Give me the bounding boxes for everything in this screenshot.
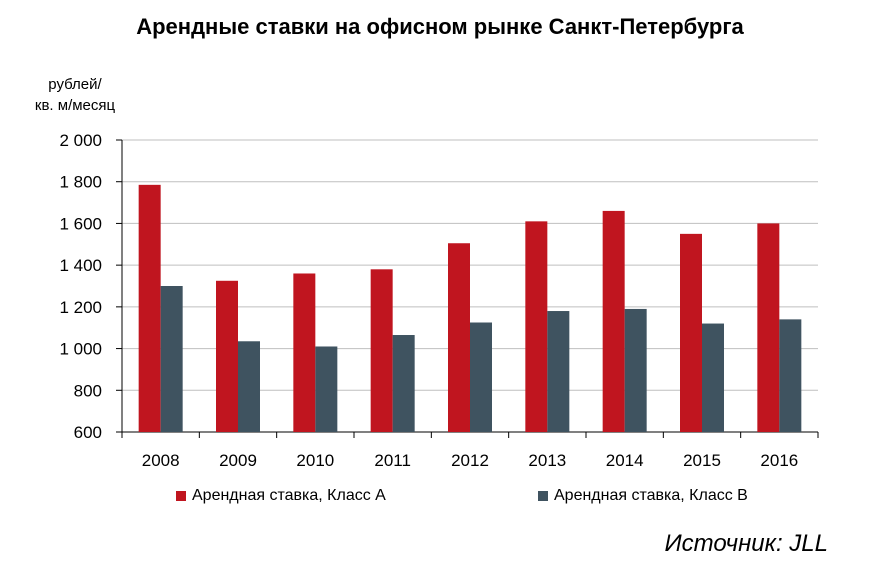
bar-class-b-2013: [547, 311, 570, 432]
source-note: Источник: JLL: [664, 530, 829, 557]
y-tick-label: 600: [74, 423, 102, 442]
y-axis-label-line-2: кв. м/месяц: [34, 97, 116, 114]
x-tick-label: 2012: [451, 451, 489, 470]
bar-class-a-2010: [293, 273, 316, 432]
bar-class-a-2012: [448, 243, 470, 432]
x-tick-label: 2015: [683, 451, 721, 470]
y-tick-label: 1 200: [59, 298, 102, 317]
x-tick-label: 2008: [142, 451, 180, 470]
y-tick-label: 1 400: [59, 256, 102, 275]
bar-class-a-2015: [680, 233, 702, 432]
legend-swatch-class-a: [176, 491, 186, 501]
legend-label-class-a: Арендная ставка, Класс А: [192, 487, 386, 504]
bar-class-b-2015: [702, 323, 724, 432]
chart-title: Арендные ставки на офисном рынке Санкт-П…: [136, 14, 744, 39]
bar-class-b-2008: [160, 286, 183, 432]
bar-class-a-2008: [138, 184, 161, 432]
y-tick-label: 1 000: [59, 340, 102, 359]
bar-class-a-2013: [525, 221, 548, 432]
y-axis-label-line-1: рублей/: [48, 76, 102, 93]
x-tick-label: 2011: [374, 451, 411, 470]
y-tick-label: 1 600: [59, 214, 102, 233]
y-tick-label: 1 800: [59, 173, 102, 192]
bar-class-b-2010: [315, 346, 338, 432]
legend-item-class-a: Арендная ставка, Класс А: [176, 487, 386, 505]
x-tick-label: 2013: [528, 451, 566, 470]
legend-swatch-class-b: [538, 491, 548, 501]
bar-class-b-2016: [779, 319, 802, 432]
x-tick-label: 2014: [606, 451, 644, 470]
bar-class-b-2009: [238, 341, 260, 432]
y-axis-label: рублей/ кв. м/месяц: [20, 74, 130, 116]
x-tick-label: 2010: [296, 451, 334, 470]
bar-class-b-2012: [470, 322, 492, 432]
bar-class-a-2011: [370, 269, 393, 432]
bar-class-b-2011: [392, 335, 415, 432]
bar-class-b-2014: [624, 308, 647, 432]
x-tick-label: 2009: [219, 451, 257, 470]
x-tick-label: 2016: [760, 451, 798, 470]
bar-class-a-2009: [216, 280, 238, 432]
y-tick-label: 2 000: [59, 131, 102, 150]
bar-class-a-2014: [602, 210, 625, 432]
legend-label-class-b: Арендная ставка, Класс В: [554, 487, 748, 504]
y-tick-label: 800: [74, 381, 102, 400]
legend-item-class-b: Арендная ставка, Класс В: [538, 487, 748, 505]
bar-class-a-2016: [757, 223, 780, 432]
